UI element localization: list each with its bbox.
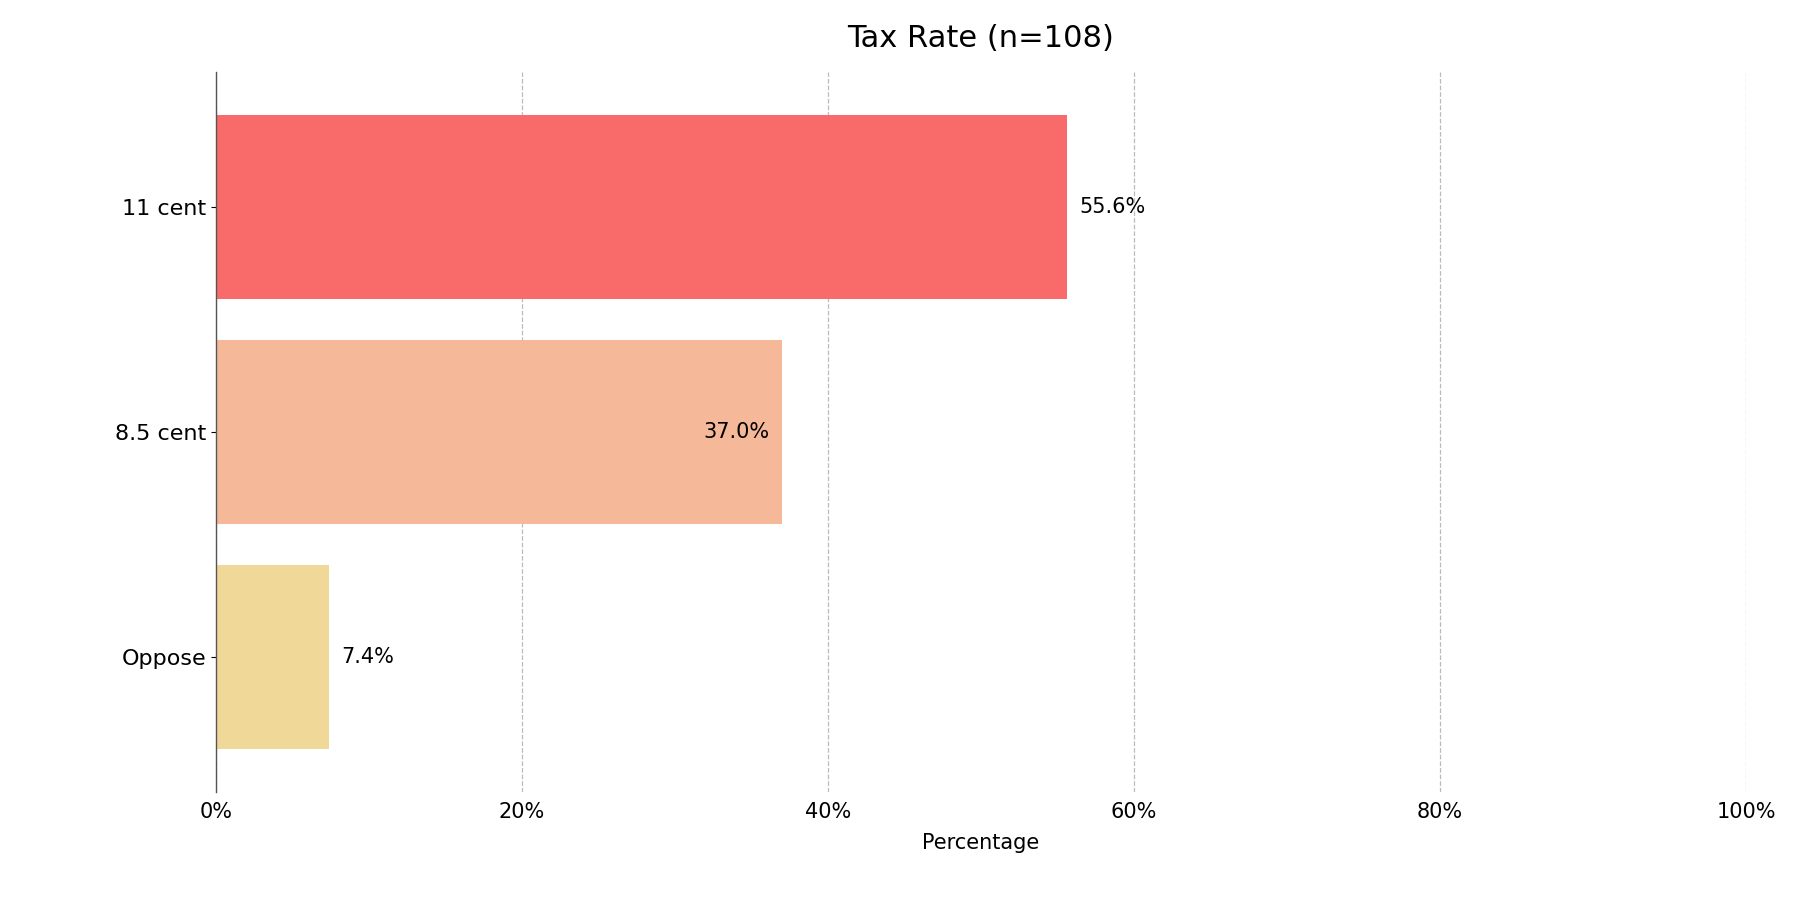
Bar <box>216 339 781 524</box>
Title: Tax Rate (n=108): Tax Rate (n=108) <box>848 24 1114 53</box>
Bar <box>216 114 1067 299</box>
Text: 37.0%: 37.0% <box>704 422 770 442</box>
Text: 55.6%: 55.6% <box>1078 197 1145 217</box>
Bar <box>216 565 329 749</box>
Text: 7.4%: 7.4% <box>342 647 394 667</box>
X-axis label: Percentage: Percentage <box>922 832 1040 853</box>
